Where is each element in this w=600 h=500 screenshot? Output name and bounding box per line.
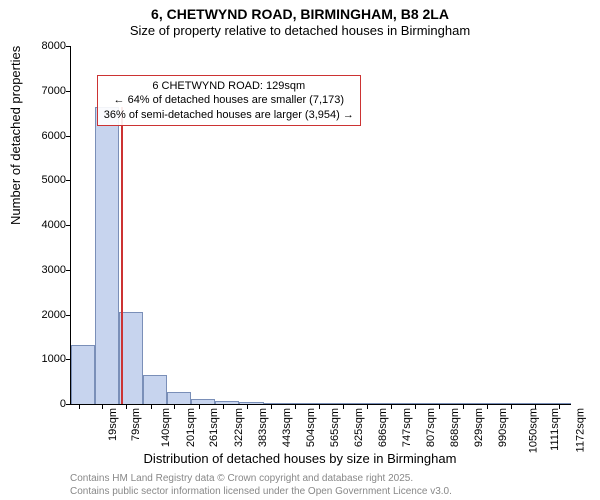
x-tick-mark [271, 404, 272, 409]
x-tick-mark [439, 404, 440, 409]
x-tick-label: 201sqm [185, 408, 197, 447]
annotation-line-1: 6 CHETWYND ROAD: 129sqm [104, 79, 354, 93]
y-tick-mark [66, 91, 71, 92]
x-tick-mark [223, 404, 224, 409]
x-tick-mark [367, 404, 368, 409]
x-tick-label: 504sqm [305, 408, 317, 447]
y-tick-mark [66, 404, 71, 405]
x-tick-mark [511, 404, 512, 409]
x-tick-label: 565sqm [329, 408, 341, 447]
x-tick-mark [559, 404, 560, 409]
histogram-bar [552, 403, 571, 404]
x-tick-label: 1050sqm [527, 408, 539, 453]
x-tick-mark [247, 404, 248, 409]
x-tick-label: 686sqm [377, 408, 389, 447]
x-tick-label: 19sqm [107, 408, 119, 441]
x-tick-label: 1172sqm [575, 408, 587, 452]
histogram-bar [504, 403, 528, 404]
x-tick-label: 807sqm [425, 408, 437, 447]
histogram-bar [432, 403, 456, 404]
x-tick-mark [126, 404, 127, 409]
y-tick-mark [66, 270, 71, 271]
x-tick-label: 625sqm [353, 408, 365, 447]
annotation-box: 6 CHETWYND ROAD: 129sqm← 64% of detached… [97, 75, 361, 126]
footer-line-1: Contains HM Land Registry data © Crown c… [70, 473, 452, 486]
y-tick-mark [66, 225, 71, 226]
annotation-line-2: ← 64% of detached houses are smaller (7,… [104, 93, 354, 107]
histogram-bar [336, 403, 360, 404]
y-axis-label: Number of detached properties [8, 46, 23, 225]
footer-attribution: Contains HM Land Registry data © Crown c… [70, 473, 452, 498]
histogram-plot: 01000200030004000500060007000800019sqm79… [70, 46, 571, 405]
x-tick-label: 868sqm [449, 408, 461, 447]
x-tick-label: 443sqm [281, 408, 293, 447]
y-tick-mark [66, 180, 71, 181]
histogram-bar [167, 392, 191, 404]
footer-line-2: Contains public sector information licen… [70, 486, 452, 499]
x-tick-mark [295, 404, 296, 409]
chart-title: 6, CHETWYND ROAD, BIRMINGHAM, B8 2LA [0, 0, 600, 23]
x-tick-label: 929sqm [473, 408, 485, 447]
histogram-bar [359, 403, 383, 404]
histogram-bar [456, 403, 480, 404]
histogram-bar [480, 403, 504, 404]
histogram-bar [311, 403, 335, 404]
histogram-bar [191, 399, 215, 404]
x-tick-mark [174, 404, 175, 409]
x-tick-mark [102, 404, 103, 409]
y-tick-mark [66, 46, 71, 47]
x-tick-mark [535, 404, 536, 409]
histogram-bar [264, 403, 288, 404]
x-tick-label: 140sqm [161, 408, 173, 447]
x-axis-label: Distribution of detached houses by size … [0, 451, 600, 466]
x-tick-mark [79, 404, 80, 409]
histogram-bar [287, 403, 311, 404]
x-tick-label: 383sqm [257, 408, 269, 447]
x-tick-mark [151, 404, 152, 409]
x-tick-mark [319, 404, 320, 409]
x-tick-mark [415, 404, 416, 409]
histogram-bar [143, 375, 167, 404]
x-tick-mark [343, 404, 344, 409]
x-tick-label: 747sqm [401, 408, 413, 447]
x-tick-mark [463, 404, 464, 409]
histogram-bar [71, 345, 95, 404]
histogram-bar [95, 107, 119, 404]
histogram-bar [408, 403, 432, 404]
histogram-bar [215, 401, 239, 404]
chart-subtitle: Size of property relative to detached ho… [0, 23, 600, 38]
histogram-bar [239, 402, 263, 404]
y-tick-mark [66, 136, 71, 137]
x-tick-label: 990sqm [497, 408, 509, 447]
x-tick-label: 1111sqm [549, 408, 561, 451]
x-tick-label: 79sqm [130, 408, 142, 441]
histogram-bar [528, 403, 552, 404]
annotation-line-3: 36% of semi-detached houses are larger (… [104, 108, 354, 122]
histogram-bar [384, 403, 408, 404]
x-tick-mark [487, 404, 488, 409]
y-tick-mark [66, 315, 71, 316]
property-marker-line [121, 107, 123, 404]
x-tick-label: 322sqm [233, 408, 245, 447]
x-tick-mark [391, 404, 392, 409]
x-tick-label: 261sqm [209, 408, 221, 447]
x-tick-mark [199, 404, 200, 409]
